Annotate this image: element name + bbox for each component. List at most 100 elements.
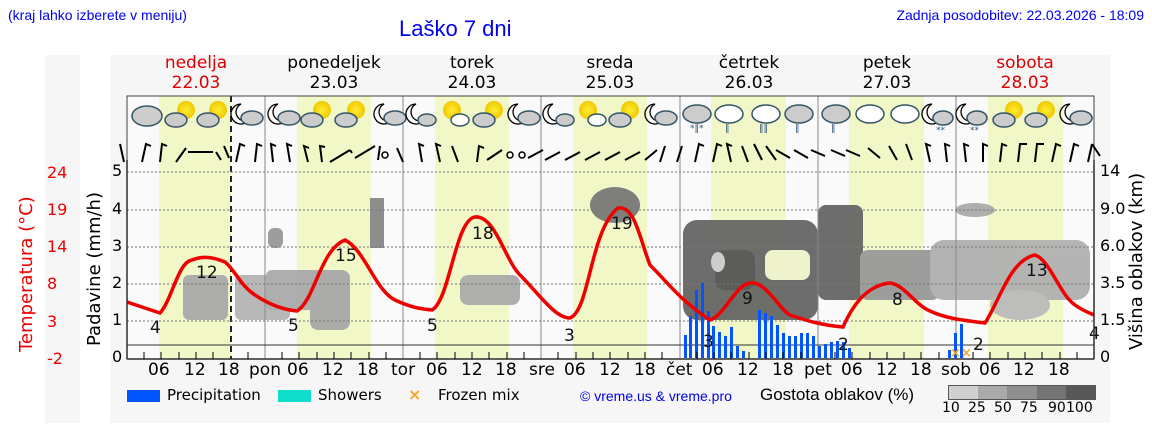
precip-tick: 1 xyxy=(112,310,123,329)
moon-cloud-icon xyxy=(373,103,407,126)
x-tick: 18 xyxy=(357,360,379,380)
svg-text:‖‖: ‖‖ xyxy=(759,124,768,134)
scale-label: 75 xyxy=(1020,400,1038,416)
cloud-tick: 9.0 xyxy=(1100,199,1126,218)
x-ticks xyxy=(143,352,1078,359)
moon-cloud-icon xyxy=(644,103,678,126)
scale-label: 90 xyxy=(1048,400,1066,416)
svg-text:8: 8 xyxy=(892,290,903,310)
cloudy-icon xyxy=(890,104,920,124)
svg-text:‖: ‖ xyxy=(795,124,800,134)
x-tick: 12 xyxy=(184,360,206,380)
cloudy-icon xyxy=(855,104,885,124)
svg-text:5: 5 xyxy=(288,316,299,336)
x-tick: 06 xyxy=(702,360,724,380)
x-tick: 06 xyxy=(564,360,586,380)
rain-cloud-icon: ‖ xyxy=(821,104,851,134)
temperature-axis-panel xyxy=(45,55,80,423)
sun-cloud-icon xyxy=(579,101,607,127)
svg-text:2: 2 xyxy=(973,335,984,355)
x-tick: 18 xyxy=(910,360,932,380)
svg-text:**: ** xyxy=(970,126,980,136)
copyright-link[interactable]: © vreme.us & vreme.pro xyxy=(580,388,732,404)
day-label-5: petek 27.03 xyxy=(862,53,912,93)
svg-text:‖: ‖ xyxy=(725,124,730,134)
x-tick: 06 xyxy=(426,360,448,380)
rain-cloud-icon: ‖ xyxy=(784,104,814,134)
page-title: Laško 7 dni xyxy=(399,16,512,41)
precip-tick: 0 xyxy=(112,347,123,366)
moon-cloud-icon xyxy=(507,103,541,126)
x-tick: sob xyxy=(941,360,972,380)
x-tick: 12 xyxy=(322,360,344,380)
precip-tick: 3 xyxy=(112,236,123,255)
cloud-height-axis-label: Višina oblakov (km) xyxy=(1126,172,1147,350)
temp-tick: 14 xyxy=(47,237,68,256)
cloud-density-title: Gostota oblakov (%) xyxy=(760,385,915,404)
day-label-1: ponedeljek 23.03 xyxy=(287,53,381,93)
x-tick: 18 xyxy=(772,360,794,380)
moon-snow-icon: ** xyxy=(921,103,954,136)
temperature-axis-label: Temperatura (°C) xyxy=(16,196,37,352)
location-hint: (kraj lahko izberete v meniju) xyxy=(8,7,187,23)
svg-text:13: 13 xyxy=(1026,261,1048,281)
cloud-tick: 14 xyxy=(1100,161,1121,180)
frozen-mix-icon: × xyxy=(408,385,422,404)
wind-barbs-row xyxy=(119,142,1101,163)
precip-tick: 5 xyxy=(112,161,123,180)
cloud-tick: 0 xyxy=(1100,347,1111,366)
moon-cloud-icon xyxy=(267,103,301,126)
cloud-tick: 1.5 xyxy=(1100,310,1126,329)
sun-cloud-icon xyxy=(196,101,227,128)
precipitation-swatch xyxy=(127,390,160,402)
x-tick: 18 xyxy=(495,360,517,380)
legend-frozen-mix: Frozen mix xyxy=(438,386,520,404)
sun-cloud-icon xyxy=(472,101,503,128)
cloud-tick: 3.5 xyxy=(1100,273,1126,292)
cloud-density-scale xyxy=(948,385,1096,400)
precip-tick: 2 xyxy=(112,273,123,292)
svg-text:3: 3 xyxy=(564,326,575,346)
x-tick: 12 xyxy=(876,360,898,380)
x-tick: 18 xyxy=(218,360,240,380)
x-tick: 12 xyxy=(737,360,759,380)
moon-cloud-icon xyxy=(542,103,575,127)
sun-cloud-icon xyxy=(334,101,365,128)
legend-showers: Showers xyxy=(318,386,382,404)
sun-cloud-icon xyxy=(443,101,470,127)
svg-text:4: 4 xyxy=(150,318,161,338)
temp-tick: -2 xyxy=(47,349,63,368)
rain-cloud-icon: *‖* xyxy=(682,104,712,134)
svg-text:15: 15 xyxy=(335,246,357,266)
svg-text:9: 9 xyxy=(742,289,753,309)
x-tick: 12 xyxy=(1013,360,1035,380)
day-label-3: sreda 25.03 xyxy=(585,53,635,93)
precipitation-axis-label: Padavine (mm/h) xyxy=(84,192,105,346)
moon-cloud-icon xyxy=(1059,103,1093,126)
x-tick: 18 xyxy=(634,360,656,380)
x-tick: 06 xyxy=(841,360,863,380)
moon-cloud-icon xyxy=(405,103,437,127)
sun-cloud-icon xyxy=(992,101,1023,128)
svg-text:**: ** xyxy=(936,126,946,136)
showers-swatch xyxy=(278,390,311,402)
x-tick: 12 xyxy=(599,360,621,380)
scale-label: 25 xyxy=(968,400,986,416)
x-tick: pet xyxy=(804,360,832,380)
moon-cloud-icon xyxy=(230,103,264,126)
x-tick: tor xyxy=(391,360,416,380)
last-updated: Zadnja posodobitev: 22.03.2026 - 18:09 xyxy=(896,7,1144,23)
svg-text:19: 19 xyxy=(611,214,633,234)
cloud-density xyxy=(183,187,1090,330)
temp-tick: 19 xyxy=(47,200,68,219)
moon-snow-icon: ** xyxy=(955,103,988,136)
x-tick: 06 xyxy=(148,360,170,380)
sun-cloud-icon xyxy=(608,101,639,128)
day-label-2: torek 24.03 xyxy=(447,53,497,93)
temp-tick: 8 xyxy=(47,274,58,293)
precip-tick: 4 xyxy=(112,199,123,218)
weather-icons-row: *‖* ‖ ‖‖ ‖ ‖ ** ** xyxy=(131,101,1093,136)
svg-text:2: 2 xyxy=(838,335,849,355)
svg-text:18: 18 xyxy=(472,224,494,244)
